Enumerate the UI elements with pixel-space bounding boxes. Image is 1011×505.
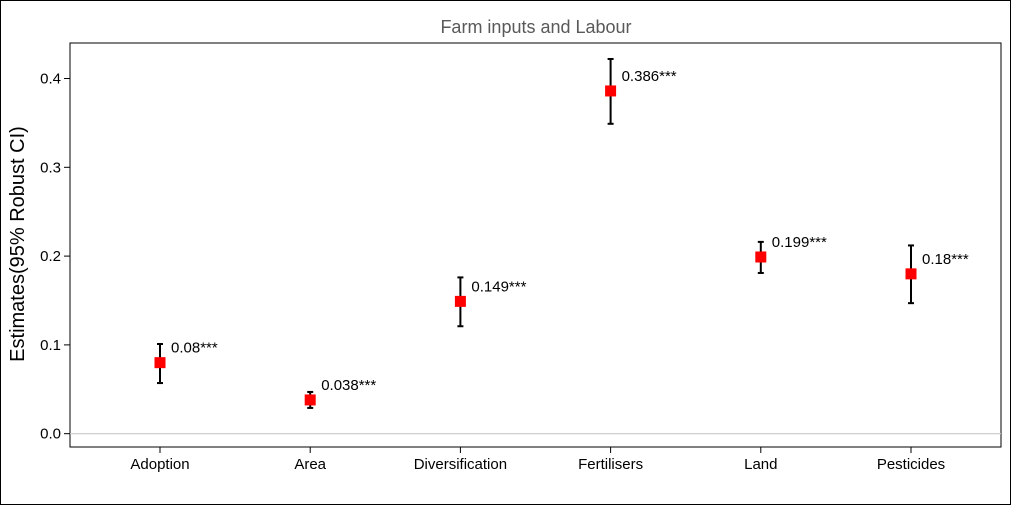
x-tick-label: Fertilisers [578, 456, 643, 473]
x-tick-label: Area [294, 456, 326, 473]
data-label: 0.038*** [321, 377, 376, 394]
data-label: 0.18*** [922, 251, 969, 268]
y-axis: 0.0 0.1 0.2 0.3 0.4 [40, 71, 70, 443]
y-axis-label: Estimates(95% Robust CI) [7, 126, 29, 362]
data-point [605, 85, 617, 97]
y-tick-label: 0.2 [40, 248, 61, 265]
chart-title: Farm inputs and Labour [440, 17, 631, 37]
data-label: 0.08*** [171, 340, 218, 357]
data-point [905, 268, 917, 280]
x-axis: Adoption Area Diversification Fertilisers La… [130, 447, 945, 473]
data-point [454, 295, 466, 307]
x-tick-label: Pesticides [877, 456, 945, 473]
y-tick-label: 0.3 [40, 159, 61, 176]
data-label: 0.149*** [471, 278, 526, 295]
data-point [154, 357, 166, 369]
data-point [304, 394, 316, 406]
plot-area [69, 42, 1002, 448]
data-label: 0.199*** [772, 234, 827, 251]
x-tick-label: Adoption [130, 456, 189, 473]
y-tick-label: 0.4 [40, 71, 61, 88]
data-label: 0.386*** [622, 68, 677, 85]
x-tick-label: Diversification [414, 456, 507, 473]
y-tick-label: 0.0 [40, 426, 61, 443]
series-marks: 0.08*** 0.038*** 0.149*** 0.386*** 0.199*** 0… [70, 57, 1001, 435]
x-tick-label: Land [744, 456, 777, 473]
y-tick-label: 0.1 [40, 337, 61, 354]
data-point [755, 251, 767, 263]
